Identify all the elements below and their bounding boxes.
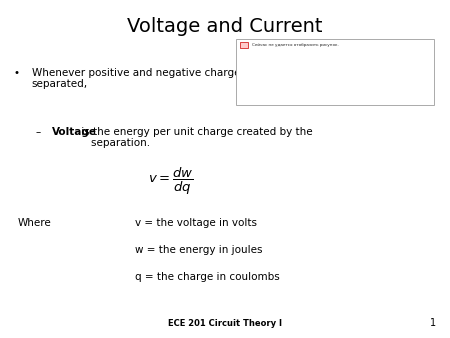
Text: v = the voltage in volts: v = the voltage in volts xyxy=(135,218,257,228)
Text: –: – xyxy=(36,127,41,137)
Text: Voltage and Current: Voltage and Current xyxy=(127,17,323,36)
Text: q = the charge in coulombs: q = the charge in coulombs xyxy=(135,272,280,282)
Text: •: • xyxy=(14,68,19,78)
Text: $v = \dfrac{dw}{dq}$: $v = \dfrac{dw}{dq}$ xyxy=(148,166,194,197)
Text: Whenever positive and negative charges are
separated,: Whenever positive and negative charges a… xyxy=(32,68,266,89)
Bar xyxy=(236,39,434,105)
Text: is the energy per unit charge created by the
    separation.: is the energy per unit charge created by… xyxy=(78,127,312,148)
Text: Voltage: Voltage xyxy=(52,127,97,137)
Text: w = the energy in joules: w = the energy in joules xyxy=(135,245,262,255)
Text: Where: Where xyxy=(18,218,52,228)
Text: 1: 1 xyxy=(430,318,436,328)
Text: ECE 201 Circuit Theory I: ECE 201 Circuit Theory I xyxy=(168,319,282,328)
Text: Сейчас не удается отобразить рисунок.: Сейчас не удается отобразить рисунок. xyxy=(252,43,338,47)
Bar xyxy=(240,42,248,48)
